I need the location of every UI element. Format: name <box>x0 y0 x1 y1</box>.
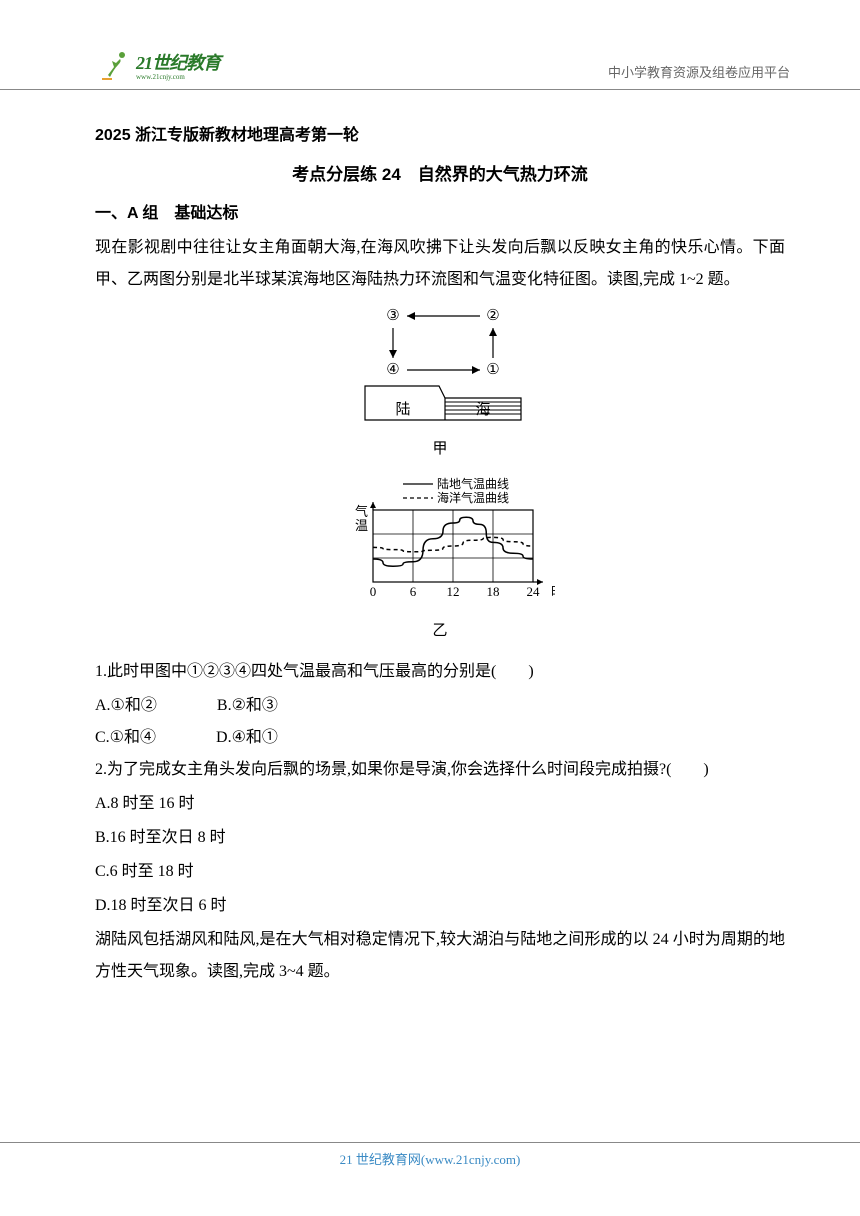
svg-text:12: 12 <box>447 584 460 599</box>
figure-jia: ③ ② ④ ① 陆 海 甲 <box>95 302 785 464</box>
page-header: 21世纪教育 www.21cnjy.com 中小学教育资源及组卷应用平台 <box>0 40 860 90</box>
q2-stem: 2.为了完成女主角头发向后飘的场景,如果你是导演,你会选择什么时间段完成拍摄?(… <box>95 754 785 786</box>
q1-opt-d: D.④和① <box>216 722 278 754</box>
ylabel-qi: 气 <box>355 504 368 519</box>
q2-opt-b: B.16 时至次日 8 时 <box>95 822 785 854</box>
svg-text:0: 0 <box>370 584 377 599</box>
logo-text: 21世纪教育 www.21cnjy.com <box>136 49 220 81</box>
ylabel-wen: 温 <box>355 518 368 533</box>
document-body: 2025 浙江专版新教材地理高考第一轮 考点分层练 24 自然界的大气热力环流 … <box>95 120 785 990</box>
q2-opt-d: D.18 时至次日 6 时 <box>95 890 785 922</box>
label-3: ③ <box>386 308 399 324</box>
svg-text:6: 6 <box>410 584 417 599</box>
header-right-text: 中小学教育资源及组卷应用平台 <box>608 62 790 81</box>
q1-options-row1: A.①和② B.②和③ <box>95 690 785 722</box>
label-sea: 海 <box>475 401 490 418</box>
main-title: 2025 浙江专版新教材地理高考第一轮 <box>95 120 785 152</box>
label-4: ④ <box>386 362 399 378</box>
logo: 21世纪教育 www.21cnjy.com <box>100 49 220 81</box>
figure-jia-caption: 甲 <box>95 434 785 464</box>
q1-options-row2: C.①和④ D.④和① <box>95 722 785 754</box>
logo-main-text: 21世纪教育 <box>136 53 220 73</box>
figure-yi: 陆地气温曲线 海洋气温曲线 <box>95 474 785 646</box>
label-land: 陆 <box>395 401 410 418</box>
chart-temp-curve-icon: 陆地气温曲线 海洋气温曲线 <box>325 474 555 614</box>
q2-opt-c: C.6 时至 18 时 <box>95 856 785 888</box>
label-1: ① <box>486 362 499 378</box>
paragraph-intro-2: 湖陆风包括湖风和陆风,是在大气相对稳定情况下,较大湖泊与陆地之间形成的以 24 … <box>95 924 785 988</box>
q1-opt-a: A.①和② <box>95 690 157 722</box>
q2-opt-a: A.8 时至 16 时 <box>95 788 785 820</box>
subtitle: 考点分层练 24 自然界的大气热力环流 <box>95 158 785 192</box>
svg-text:24: 24 <box>527 584 541 599</box>
q1-opt-c: C.①和④ <box>95 722 156 754</box>
q1-opt-b: B.②和③ <box>217 690 278 722</box>
footer-text: 21 世纪教育网(www.21cnjy.com) <box>340 1152 521 1167</box>
label-2: ② <box>486 308 499 324</box>
legend-land: 陆地气温曲线 <box>437 476 509 491</box>
logo-sub-text: www.21cnjy.com <box>136 73 220 81</box>
q1-stem: 1.此时甲图中①②③④四处气温最高和气压最高的分别是( ) <box>95 656 785 688</box>
legend-sea: 海洋气温曲线 <box>437 490 509 505</box>
svg-text:18: 18 <box>487 584 500 599</box>
diagram-circulation-icon: ③ ② ④ ① 陆 海 <box>345 302 535 432</box>
section-a-head: 一、A 组 基础达标 <box>95 198 785 230</box>
svg-text:时: 时 <box>551 584 555 599</box>
runner-icon <box>100 49 132 81</box>
page-footer: 21 世纪教育网(www.21cnjy.com) <box>0 1142 860 1168</box>
paragraph-intro-1: 现在影视剧中往往让女主角面朝大海,在海风吹拂下让头发向后飘以反映女主角的快乐心情… <box>95 232 785 296</box>
figure-yi-caption: 乙 <box>95 616 785 646</box>
